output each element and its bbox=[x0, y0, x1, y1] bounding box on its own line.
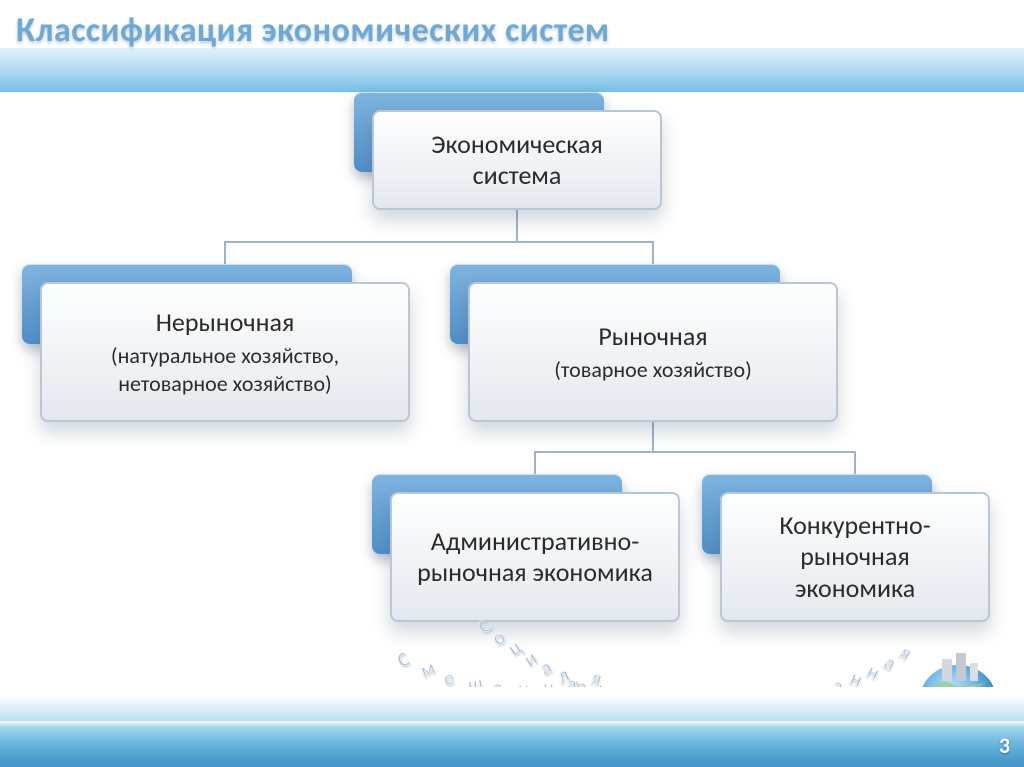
footer-water bbox=[0, 687, 1024, 767]
node-right: Рыночная (товарное хозяйство) bbox=[468, 282, 838, 422]
node-admin-main: Административно-рыночная экономика bbox=[410, 526, 660, 588]
node-right-sub: (товарное хозяйство) bbox=[554, 356, 752, 384]
node-left-sub: (натуральное хозяйство, нетоварное хозяй… bbox=[60, 342, 390, 397]
footer-shine bbox=[0, 721, 1024, 727]
page-title: Классификация экономических систем bbox=[16, 10, 1008, 51]
node-comp-main: Конкурентно-рыночная экономика bbox=[740, 510, 970, 604]
node-comp: Конкурентно-рыночная экономика bbox=[720, 492, 990, 622]
node-left-main: Нерыночная bbox=[156, 307, 295, 338]
node-root-main: Экономическая система bbox=[392, 129, 642, 191]
node-right-main: Рыночная bbox=[598, 321, 707, 352]
node-admin: Административно-рыночная экономика bbox=[390, 492, 680, 622]
page-number: 3 bbox=[999, 732, 1010, 759]
diagram-stage: Экономическая система Нерыночная (натура… bbox=[0, 92, 1024, 667]
header-sky-band bbox=[0, 48, 1024, 92]
node-root: Экономическая система bbox=[372, 110, 662, 210]
node-left: Нерыночная (натуральное хозяйство, нетов… bbox=[40, 282, 410, 422]
